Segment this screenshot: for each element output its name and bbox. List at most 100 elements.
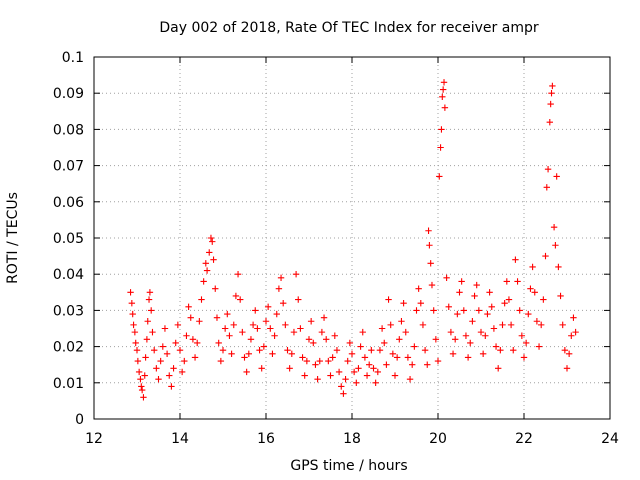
data-point — [518, 332, 526, 339]
x-axis: 12 14 16 18 20 22 24 — [85, 57, 619, 447]
data-point — [217, 357, 225, 365]
data-point — [329, 354, 336, 361]
data-point — [247, 336, 255, 343]
data-point — [269, 350, 276, 358]
data-point — [183, 332, 190, 339]
y-tick-label: 0.07 — [53, 159, 84, 175]
data-point — [424, 361, 431, 368]
data-point — [170, 365, 177, 372]
data-point — [333, 347, 341, 354]
data-point — [273, 310, 280, 318]
data-point — [544, 166, 552, 173]
data-point — [353, 379, 360, 386]
data-point — [143, 336, 151, 343]
data-point — [232, 292, 240, 300]
data-point — [335, 368, 343, 376]
data-point — [462, 332, 470, 339]
data-point — [543, 184, 550, 191]
data-point — [456, 289, 463, 296]
data-point — [320, 314, 328, 321]
data-point — [570, 314, 577, 321]
data-point — [301, 372, 308, 379]
data-point — [133, 347, 141, 354]
y-tick-label: 0.02 — [53, 340, 84, 356]
data-point — [514, 278, 521, 285]
data-point — [546, 118, 553, 126]
data-point — [413, 307, 420, 314]
data-point — [189, 336, 197, 343]
y-tick-label: 0.01 — [53, 376, 84, 392]
data-point — [256, 347, 263, 354]
data-point — [355, 365, 362, 372]
data-point — [346, 339, 354, 347]
data-point — [262, 318, 270, 325]
data-point — [553, 173, 560, 180]
data-point — [277, 274, 285, 282]
data-point — [441, 104, 449, 111]
data-point — [202, 260, 209, 267]
data-point — [522, 339, 530, 347]
data-point — [411, 343, 418, 350]
data-point — [387, 321, 394, 329]
data-point — [430, 307, 437, 314]
data-point — [181, 357, 188, 365]
data-point — [490, 325, 498, 332]
data-point — [559, 321, 566, 329]
data-point — [368, 347, 375, 354]
y-tick-label: 0.06 — [53, 195, 84, 211]
data-point — [437, 144, 444, 151]
x-tick-label: 24 — [601, 431, 619, 447]
data-point — [297, 325, 304, 332]
data-point — [505, 296, 513, 303]
data-point — [548, 90, 555, 97]
data-point — [452, 336, 459, 343]
data-point — [132, 339, 139, 347]
data-point — [327, 372, 334, 379]
data-point — [447, 328, 455, 336]
chart-title: Day 002 of 2018, Rate Of TEC Index for r… — [159, 20, 538, 36]
data-point — [210, 256, 217, 263]
data-point — [290, 328, 298, 336]
data-point — [417, 299, 424, 307]
x-tick-label: 18 — [343, 431, 361, 447]
data-point — [378, 325, 386, 332]
data-point — [305, 336, 313, 343]
data-point — [260, 343, 268, 350]
data-point — [149, 328, 156, 336]
x-tick-label: 14 — [171, 431, 189, 447]
data-point — [207, 234, 215, 242]
data-point — [425, 227, 432, 234]
y-axis-label: ROTI / TECUs — [5, 192, 21, 284]
data-point — [531, 289, 538, 296]
data-point — [153, 365, 160, 372]
data-point — [503, 278, 510, 285]
data-point — [258, 365, 265, 372]
data-point — [234, 271, 242, 278]
data-point — [325, 357, 332, 365]
data-point — [134, 357, 142, 365]
data-point — [176, 347, 184, 354]
data-point — [219, 347, 227, 354]
data-point — [168, 383, 175, 390]
data-point — [237, 296, 244, 303]
data-point — [280, 299, 287, 307]
data-point — [486, 289, 493, 296]
y-tick-label: 0.05 — [53, 231, 84, 247]
data-point — [318, 328, 326, 336]
data-point — [344, 357, 351, 365]
data-point — [439, 93, 446, 101]
data-point — [215, 339, 222, 347]
data-point — [409, 361, 416, 368]
data-point — [310, 339, 317, 347]
data-point — [454, 310, 461, 318]
data-point — [547, 100, 554, 108]
data-point — [198, 296, 205, 303]
data-point — [155, 375, 162, 383]
data-point — [549, 82, 556, 90]
data-point — [230, 321, 237, 329]
data-point — [557, 292, 564, 300]
data-point — [151, 347, 158, 354]
data-point — [303, 357, 311, 365]
data-point — [350, 368, 358, 376]
data-point — [252, 307, 259, 314]
